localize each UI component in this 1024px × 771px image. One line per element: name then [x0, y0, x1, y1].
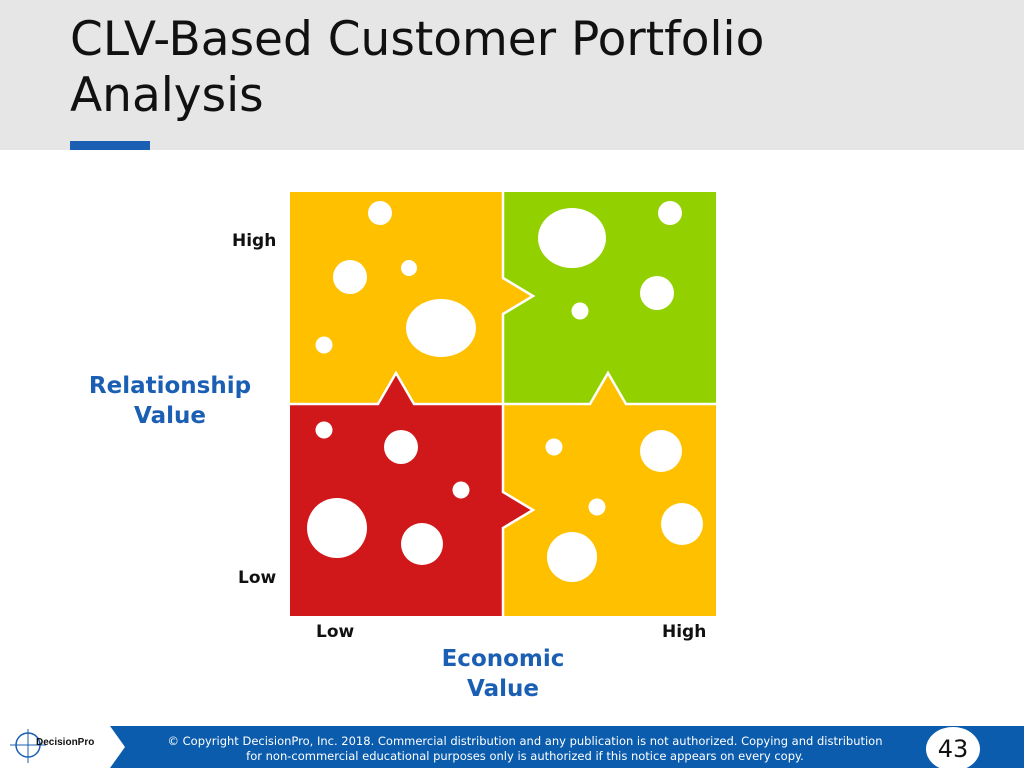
- hole: [333, 260, 367, 294]
- x-axis-title-line1: Economic: [441, 646, 565, 672]
- seam-vertical-top: [501, 192, 536, 404]
- tab-bottom-left-right: [503, 492, 533, 528]
- footer-band: [0, 726, 1024, 768]
- x-axis-high-label: High: [662, 622, 707, 642]
- hole: [401, 523, 443, 565]
- hole: [406, 299, 476, 357]
- hole: [640, 430, 682, 472]
- hole: [368, 201, 392, 225]
- page-number: 43: [926, 727, 980, 771]
- slide-title: CLV-Based Customer Portfolio Analysis: [70, 12, 765, 123]
- quadrant-low-high: [290, 192, 503, 404]
- copyright-line1: © Copyright DecisionPro, Inc. 2018. Comm…: [167, 734, 883, 748]
- x-axis-low-label: Low: [316, 622, 355, 642]
- seam-horizontal-left: [290, 370, 503, 406]
- y-axis-title-line2: Value: [134, 403, 206, 429]
- hole: [315, 336, 333, 354]
- hole: [401, 260, 417, 276]
- copyright-notice: © Copyright DecisionPro, Inc. 2018. Comm…: [150, 734, 900, 764]
- hole: [588, 498, 606, 516]
- hole: [661, 503, 703, 545]
- hole: [307, 498, 367, 558]
- quadrant-high-high: [503, 192, 716, 404]
- hole: [452, 481, 470, 499]
- seam-vertical-bottom: [501, 404, 536, 616]
- hole: [384, 430, 418, 464]
- hole: [545, 438, 563, 456]
- y-axis-title: Relationship Value: [80, 371, 260, 431]
- x-axis-title: Economic Value: [413, 644, 593, 704]
- hole: [640, 276, 674, 310]
- hole: [315, 421, 333, 439]
- tab-top-left-right: [503, 278, 533, 314]
- hole: [538, 208, 606, 268]
- y-axis-title-line1: Relationship: [88, 373, 252, 399]
- svg-text:DecisionPro: DecisionPro: [36, 737, 94, 748]
- decisionpro-logo: DecisionPro: [0, 726, 125, 768]
- x-axis-title-line2: Value: [467, 676, 539, 702]
- title-accent-bar: [70, 141, 150, 150]
- header-band: [0, 0, 1024, 150]
- tab-bottom-left-up: [378, 373, 414, 404]
- hole: [658, 201, 682, 225]
- seam-horizontal-right: [503, 370, 716, 406]
- hole: [547, 532, 597, 582]
- y-axis-low-label: Low: [238, 568, 277, 588]
- copyright-line2: for non-commercial educational purposes …: [246, 749, 804, 763]
- hole: [571, 302, 589, 320]
- tab-bottom-right-up: [590, 373, 626, 404]
- y-axis-high-label: High: [232, 231, 277, 251]
